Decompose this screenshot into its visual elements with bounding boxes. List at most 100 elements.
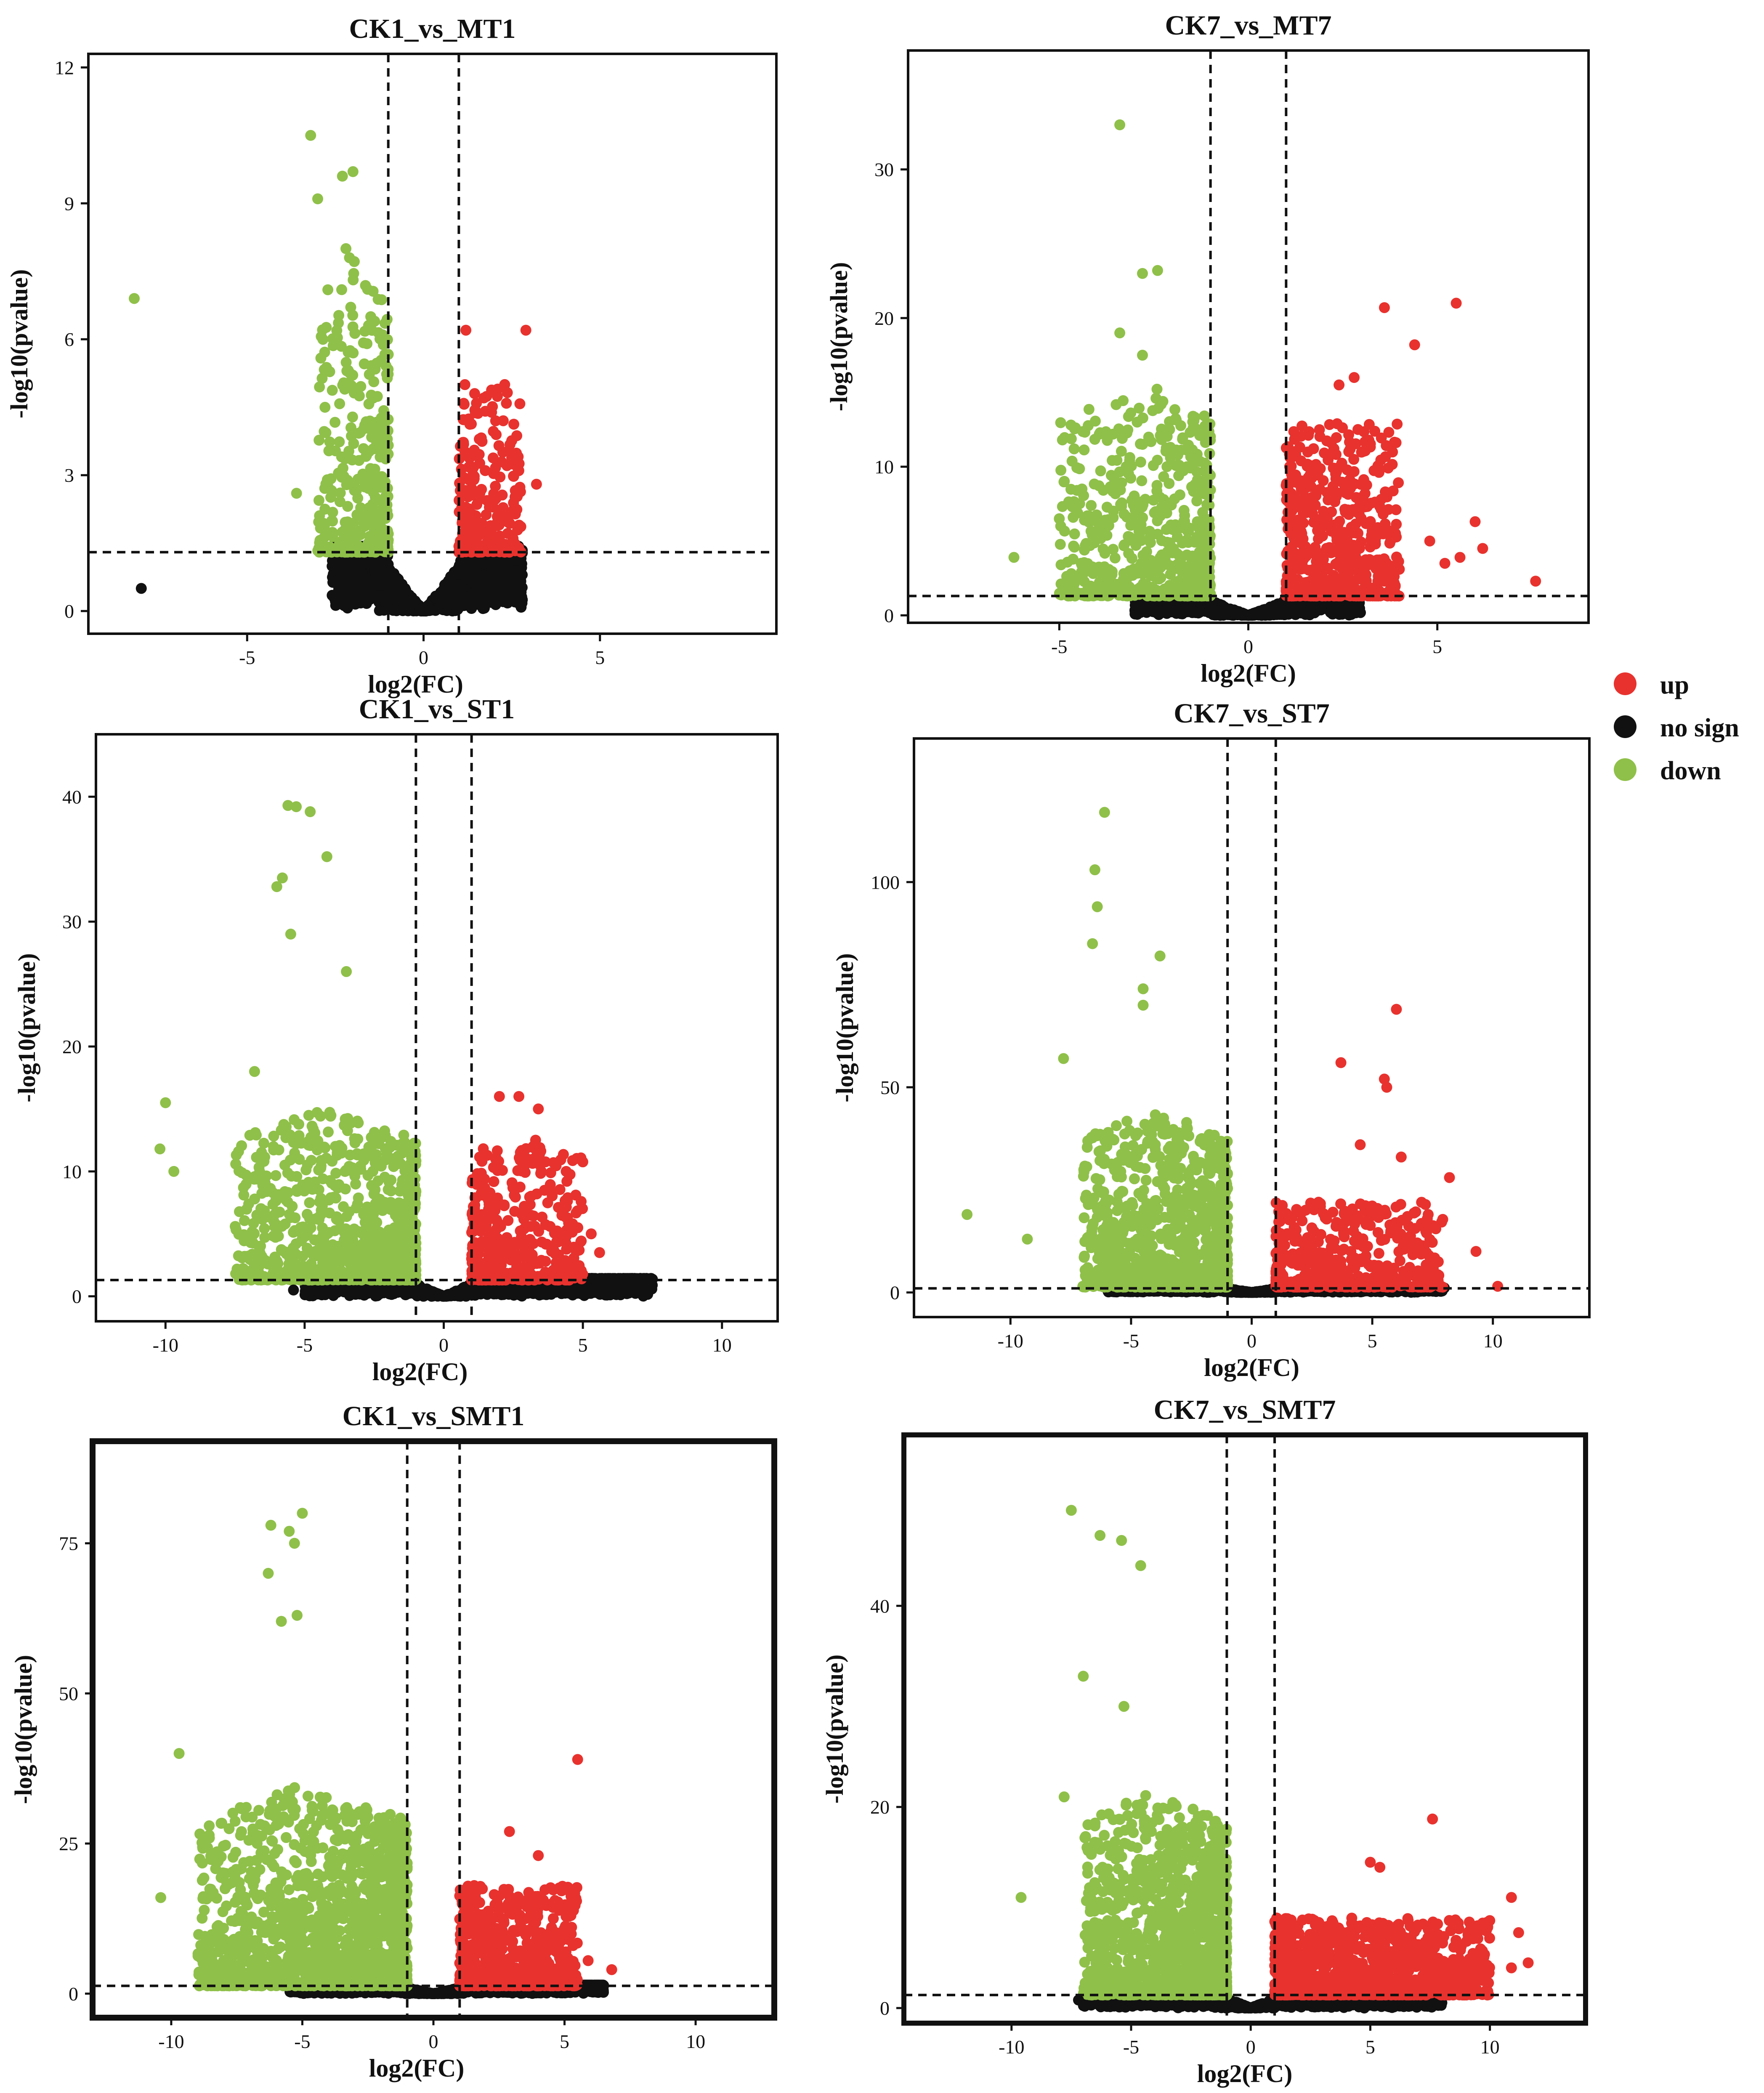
point-down — [1100, 546, 1111, 558]
point-up — [1281, 514, 1292, 526]
point-up — [1290, 432, 1302, 444]
point-down — [359, 326, 371, 337]
point-up — [458, 437, 469, 448]
point-up — [1319, 562, 1331, 574]
point-up — [487, 452, 499, 464]
point-no-sign — [510, 554, 521, 566]
point-down — [1143, 431, 1154, 443]
point-no-sign — [135, 583, 147, 594]
point-up — [459, 379, 470, 390]
point-no-sign — [414, 600, 425, 612]
point-up — [1349, 564, 1360, 575]
point-up — [469, 388, 480, 399]
point-down — [1185, 566, 1196, 577]
point-down — [1170, 460, 1182, 471]
point-up — [1339, 504, 1350, 515]
point-down — [1080, 540, 1091, 551]
point-down — [1165, 568, 1176, 580]
point-down — [1008, 552, 1020, 563]
point-down — [291, 488, 302, 499]
x-tick-label: -5 — [239, 647, 255, 668]
point-up — [1319, 582, 1330, 593]
point-down — [1118, 539, 1130, 550]
point-no-sign — [1326, 605, 1338, 616]
point-down — [1095, 465, 1106, 477]
point-no-sign — [1292, 605, 1303, 616]
point-down — [367, 286, 379, 297]
point-down — [1121, 427, 1133, 438]
point-down — [1126, 460, 1137, 472]
point-down — [327, 515, 338, 527]
point-down — [329, 417, 341, 428]
point-down — [327, 385, 338, 396]
point-up — [471, 499, 483, 510]
point-up — [1313, 484, 1324, 496]
point-down — [347, 411, 358, 422]
point-up — [454, 485, 466, 497]
point-down — [363, 398, 375, 410]
point-down — [1144, 560, 1156, 572]
chart-title: CK1_vs_MT1 — [349, 13, 516, 44]
point-down — [1202, 514, 1214, 525]
point-down — [1183, 522, 1195, 534]
point-up — [1295, 455, 1307, 467]
point-down — [1062, 579, 1073, 591]
point-up — [1298, 517, 1309, 529]
point-up — [1315, 523, 1327, 534]
point-down — [378, 405, 389, 416]
point-down — [1158, 551, 1170, 563]
point-down — [1093, 480, 1105, 491]
point-no-sign — [431, 592, 442, 604]
point-up — [493, 440, 505, 452]
point-down — [1118, 508, 1130, 520]
point-down — [335, 487, 346, 499]
point-up — [481, 509, 492, 521]
point-down — [1164, 580, 1175, 591]
x-tick-label: 5 — [1432, 636, 1442, 657]
point-up — [1329, 496, 1341, 507]
point-up — [1332, 487, 1344, 499]
point-down — [1079, 589, 1091, 600]
point-up — [1390, 504, 1402, 515]
point-up — [1342, 489, 1354, 500]
point-down — [1151, 480, 1163, 491]
point-up — [1328, 443, 1339, 454]
x-tick-label: -5 — [1051, 636, 1067, 657]
point-down — [1155, 585, 1166, 597]
point-down — [1057, 434, 1068, 446]
point-down — [1055, 417, 1066, 428]
point-no-sign — [1355, 607, 1366, 618]
point-no-sign — [349, 593, 360, 605]
point-down — [348, 518, 359, 529]
point-up — [1290, 531, 1302, 543]
y-tick-label: 3 — [64, 465, 74, 486]
point-down — [1087, 568, 1099, 579]
point-up — [1282, 584, 1294, 596]
point-no-sign — [441, 605, 452, 616]
point-no-sign — [466, 590, 478, 602]
point-down — [314, 381, 325, 393]
point-no-sign — [345, 563, 356, 574]
point-up — [1286, 553, 1298, 564]
point-up — [1292, 574, 1303, 585]
point-down — [1079, 427, 1091, 438]
point-up — [457, 517, 468, 529]
point-down — [1088, 585, 1099, 596]
point-down — [355, 504, 367, 515]
point-down — [1134, 530, 1145, 541]
point-up — [1334, 379, 1345, 390]
point-down — [342, 501, 353, 512]
point-up — [490, 415, 501, 427]
point-down — [1107, 578, 1118, 589]
point-no-sign — [1343, 603, 1354, 615]
point-down — [1100, 426, 1112, 437]
point-up — [1280, 442, 1292, 454]
point-down — [1178, 536, 1190, 547]
point-down — [1113, 423, 1124, 435]
point-down — [1178, 505, 1190, 516]
y-tick-label: 9 — [64, 193, 74, 214]
point-up — [1330, 558, 1342, 570]
point-down — [1152, 265, 1163, 276]
point-up — [1292, 563, 1304, 574]
